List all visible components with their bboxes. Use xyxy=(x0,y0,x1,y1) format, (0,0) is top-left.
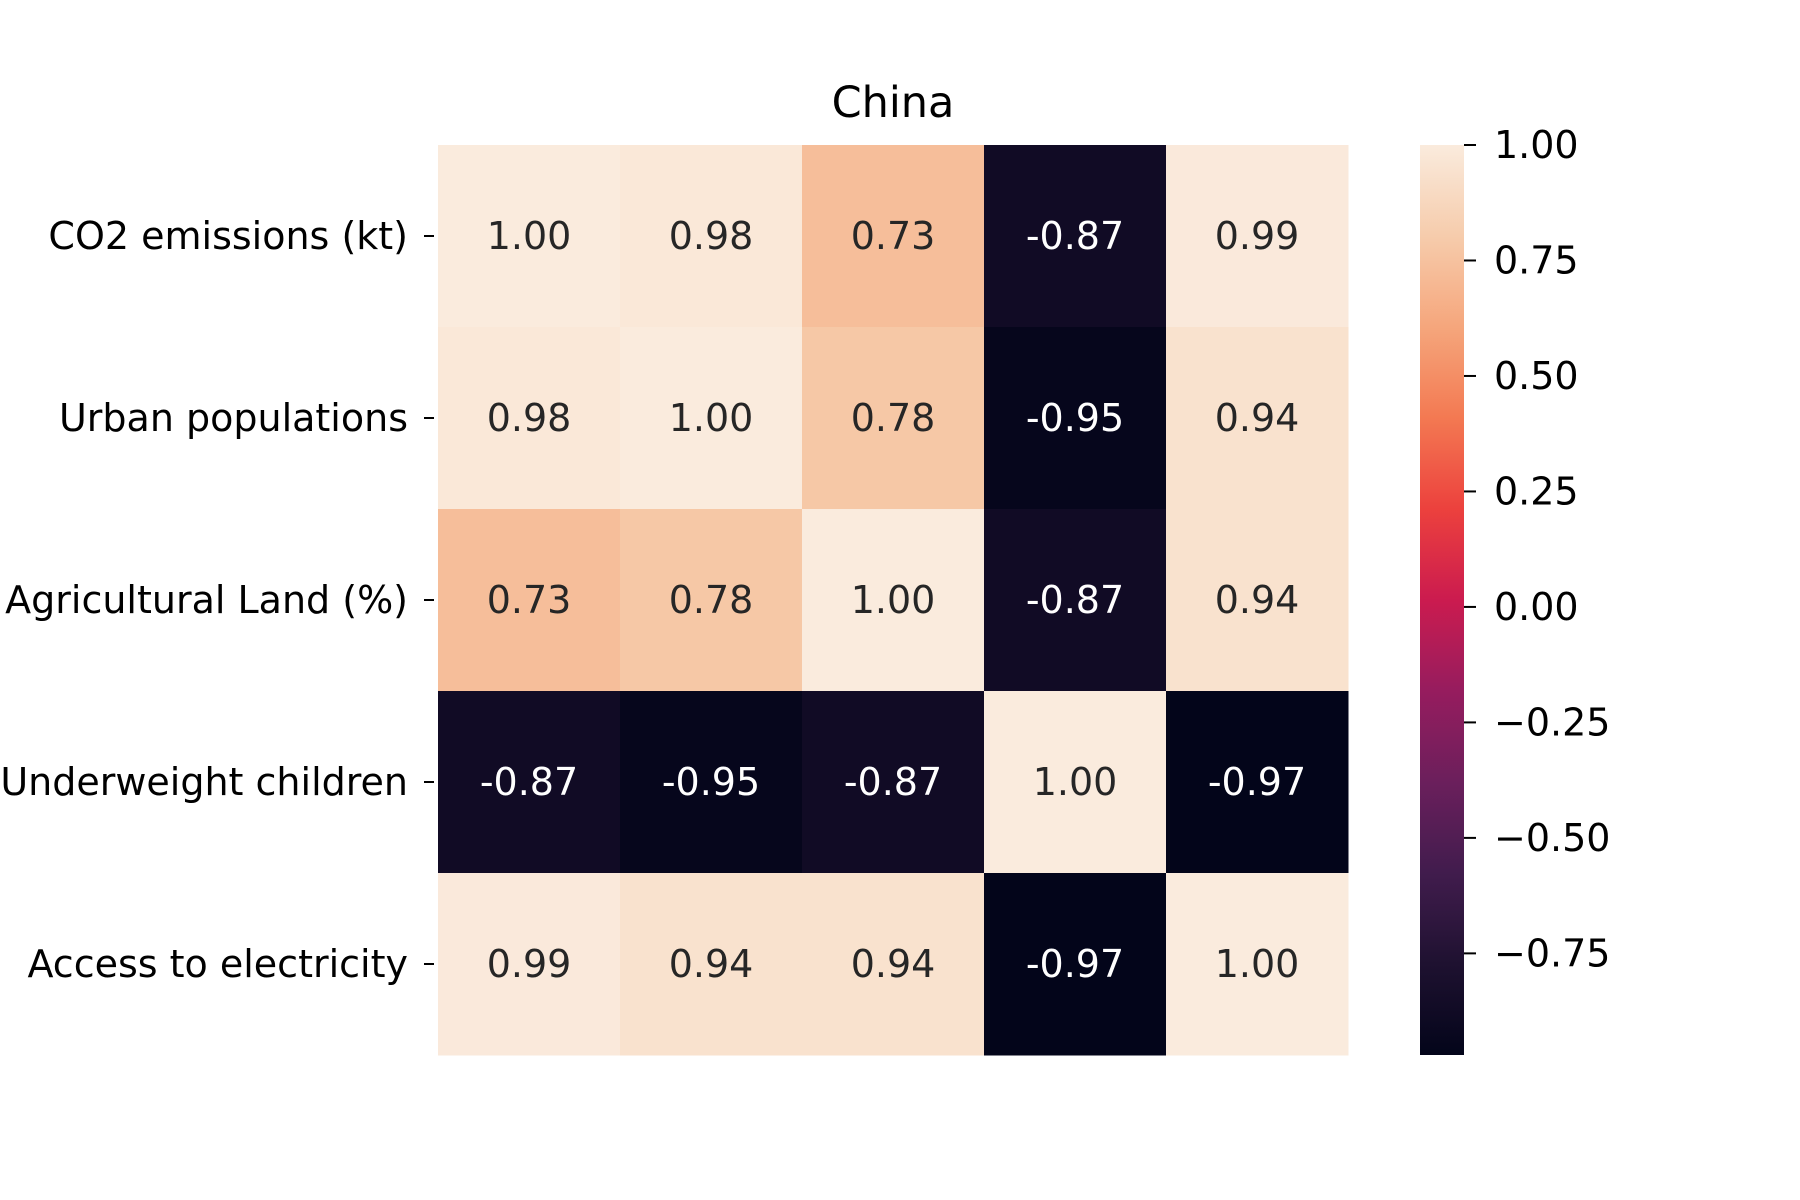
row-label: Agricultural Land (%) xyxy=(5,578,408,622)
row-label: Underweight children xyxy=(0,760,408,804)
cell-annotation: 1.00 xyxy=(851,578,936,622)
cell-annotations: 1.00 0.98 0.73 -0.87 0.99 0.98 1.00 0.78 -0.95 0.… xyxy=(480,214,1306,986)
cell-annotation: 0.78 xyxy=(851,396,936,440)
heatmap-cell xyxy=(984,145,1167,328)
colorbar-tick-label: 0.75 xyxy=(1494,238,1579,282)
heatmap-cell xyxy=(438,327,621,510)
cell-annotation: 0.94 xyxy=(851,942,936,986)
cell-annotation: -0.87 xyxy=(844,760,942,804)
cell-annotation: 0.98 xyxy=(669,214,754,258)
cell-annotation: -0.97 xyxy=(1208,760,1306,804)
heatmap-cell xyxy=(802,509,985,692)
cell-annotation: 0.73 xyxy=(851,214,936,258)
heatmap-cell xyxy=(984,509,1167,692)
colorbar-tick-label: −0.75 xyxy=(1494,931,1610,975)
cell-annotation: 0.94 xyxy=(669,942,754,986)
colorbar-tick-label: −0.50 xyxy=(1494,816,1610,860)
colorbar-tick-label: 0.00 xyxy=(1494,585,1579,629)
heatmap-cell xyxy=(620,327,803,510)
cell-annotation: -0.87 xyxy=(1026,214,1124,258)
row-label: Urban populations xyxy=(59,396,408,440)
cell-annotation: 1.00 xyxy=(1215,942,1300,986)
heatmap-cell xyxy=(802,327,985,510)
cell-annotation: 1.00 xyxy=(487,214,572,258)
cell-annotation: 0.94 xyxy=(1215,396,1300,440)
colorbar xyxy=(1420,145,1464,1055)
chart-title: China xyxy=(832,78,955,128)
heatmap-cell xyxy=(438,145,621,328)
cell-annotation: 0.73 xyxy=(487,578,572,622)
heatmap-cell xyxy=(620,873,803,1056)
cell-annotation: -0.87 xyxy=(1026,578,1124,622)
cell-annotation: 1.00 xyxy=(1033,760,1118,804)
cell-annotation: -0.95 xyxy=(1026,396,1124,440)
colorbar-gradient xyxy=(1420,145,1464,1055)
heatmap-cell xyxy=(802,691,985,874)
heatmap-cell xyxy=(1166,145,1349,328)
heatmap-cell xyxy=(802,873,985,1056)
heatmap-cell xyxy=(1166,873,1349,1056)
heatmap-cell xyxy=(984,873,1167,1056)
colorbar-tick-label: −0.25 xyxy=(1494,700,1610,744)
row-label: Access to electricity xyxy=(27,942,408,986)
cell-annotation: 1.00 xyxy=(669,396,754,440)
heatmap-cell xyxy=(984,691,1167,874)
heatmap-cell xyxy=(620,691,803,874)
heatmap-cell xyxy=(1166,691,1349,874)
heatmap-cell xyxy=(438,873,621,1056)
colorbar-tick-label: 0.25 xyxy=(1494,469,1579,513)
cell-annotation: 0.78 xyxy=(669,578,754,622)
heatmap-cells xyxy=(438,145,1349,1056)
heatmap-cell xyxy=(438,691,621,874)
cell-annotation: 0.94 xyxy=(1215,578,1300,622)
colorbar-tick-label: 1.00 xyxy=(1494,123,1579,167)
cell-annotation: 0.99 xyxy=(487,942,572,986)
heatmap-cell xyxy=(802,145,985,328)
cell-annotation: -0.95 xyxy=(662,760,760,804)
heatmap-cell xyxy=(1166,327,1349,510)
cell-annotation: -0.87 xyxy=(480,760,578,804)
heatmap-cell xyxy=(984,327,1167,510)
heatmap-cell xyxy=(438,509,621,692)
row-labels: CO2 emissions (kt) Urban populations Agric… xyxy=(0,214,434,986)
cell-annotation: -0.97 xyxy=(1026,942,1124,986)
heatmap-cell xyxy=(620,509,803,692)
row-label: CO2 emissions (kt) xyxy=(48,214,408,258)
colorbar-ticks: 1.00 0.75 0.50 0.25 0.00 −0.25 −0.50 −0.75 xyxy=(1464,123,1610,975)
cell-annotation: 0.98 xyxy=(487,396,572,440)
cell-annotation: 0.99 xyxy=(1215,214,1300,258)
heatmap-cell xyxy=(1166,509,1349,692)
colorbar-tick-label: 0.50 xyxy=(1494,354,1579,398)
heatmap-cell xyxy=(620,145,803,328)
